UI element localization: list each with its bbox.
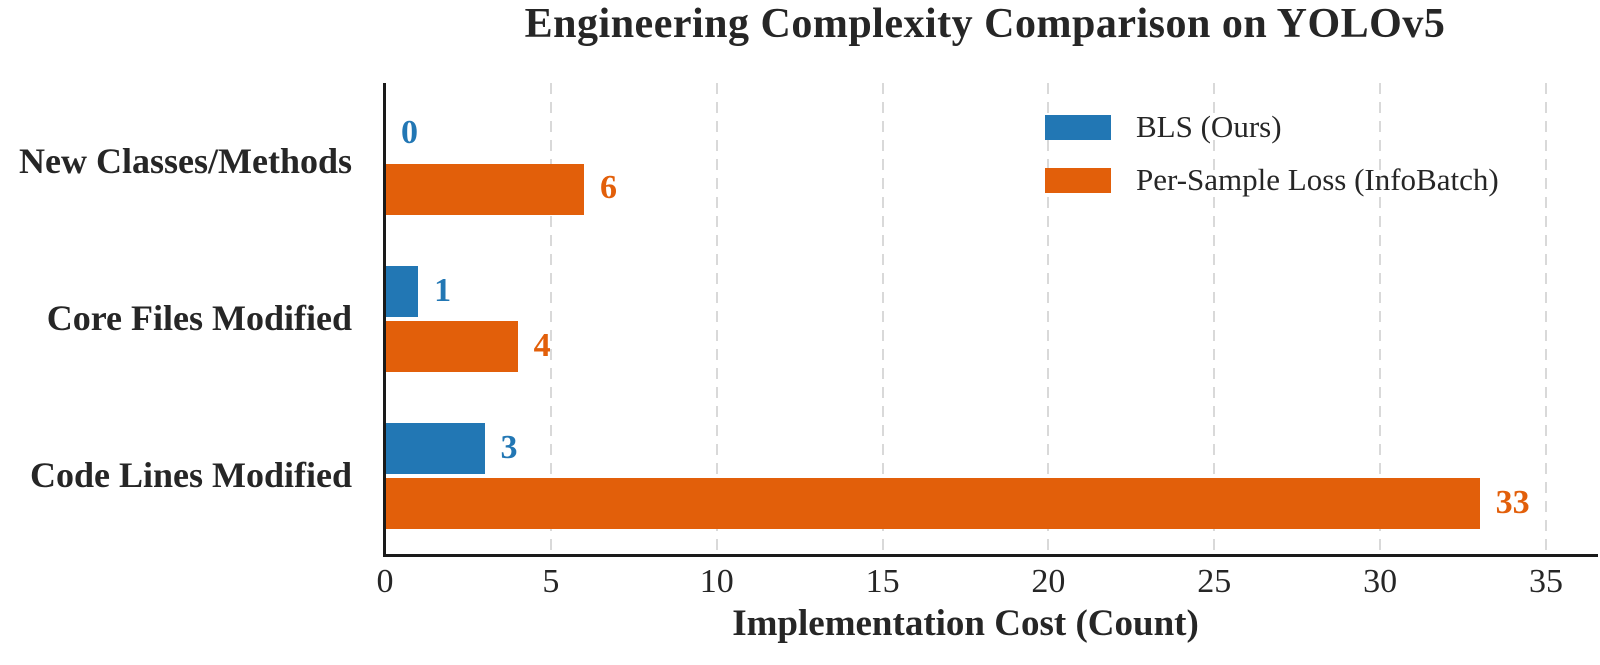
legend-swatch-blue xyxy=(1045,114,1111,140)
bar-bls-2 xyxy=(385,266,419,317)
legend-entry-infobatch: Per-Sample Loss (InfoBatch) xyxy=(1045,162,1499,198)
legend: BLS (Ours) Per-Sample Loss (InfoBatch) xyxy=(1045,109,1499,215)
gridline-x-10 xyxy=(715,83,718,555)
legend-label-infobatch: Per-Sample Loss (InfoBatch) xyxy=(1136,162,1499,197)
x-tick-35: 35 xyxy=(1529,563,1563,600)
plot-area: 0 6 1 4 3 33 BLS (Ours) Per-Sample Loss (Info… xyxy=(383,83,1600,557)
value-label-bls-2: 1 xyxy=(434,271,452,309)
gridline-x-20 xyxy=(1047,83,1050,555)
y-axis-label-1: New Classes/Methods xyxy=(19,140,352,181)
x-tick-0: 0 xyxy=(376,563,394,600)
x-axis-title: Implementation Cost (Count) xyxy=(732,603,1199,644)
gridline-x-15 xyxy=(881,83,884,555)
legend-entry-bls: BLS (Ours) xyxy=(1045,109,1499,145)
value-label-bls-1: 0 xyxy=(401,114,418,152)
value-label-bls-3: 3 xyxy=(500,429,518,467)
x-axis-spine xyxy=(383,554,1598,557)
gridline-x-35 xyxy=(1545,83,1547,555)
legend-swatch-orange xyxy=(1045,167,1111,193)
bar-infobatch-2 xyxy=(385,321,518,372)
y-axis-label-2: Core Files Modified xyxy=(46,298,352,339)
y-axis-spine xyxy=(383,83,386,555)
bar-infobatch-1 xyxy=(385,163,585,215)
value-label-infobatch-1: 6 xyxy=(600,169,618,207)
x-tick-25: 25 xyxy=(1197,563,1232,600)
bar-bls-3 xyxy=(385,423,485,475)
legend-label-bls: BLS (Ours) xyxy=(1136,109,1282,144)
x-tick-5: 5 xyxy=(542,563,560,600)
value-label-infobatch-3: 33 xyxy=(1495,484,1530,522)
x-tick-15: 15 xyxy=(865,563,900,600)
x-tick-10: 10 xyxy=(699,563,734,600)
chart-title: Engineering Complexity Comparison on YOL… xyxy=(524,1,1446,47)
gridline-x-25 xyxy=(1213,83,1216,555)
y-axis-label-3: Code Lines Modified xyxy=(29,455,352,496)
gridline-x-30 xyxy=(1379,83,1382,555)
x-tick-20: 20 xyxy=(1031,563,1066,600)
bar-infobatch-3 xyxy=(385,478,1480,530)
x-tick-30: 30 xyxy=(1363,563,1398,600)
value-label-infobatch-2: 4 xyxy=(533,326,551,364)
gridline-x-5 xyxy=(549,83,552,555)
